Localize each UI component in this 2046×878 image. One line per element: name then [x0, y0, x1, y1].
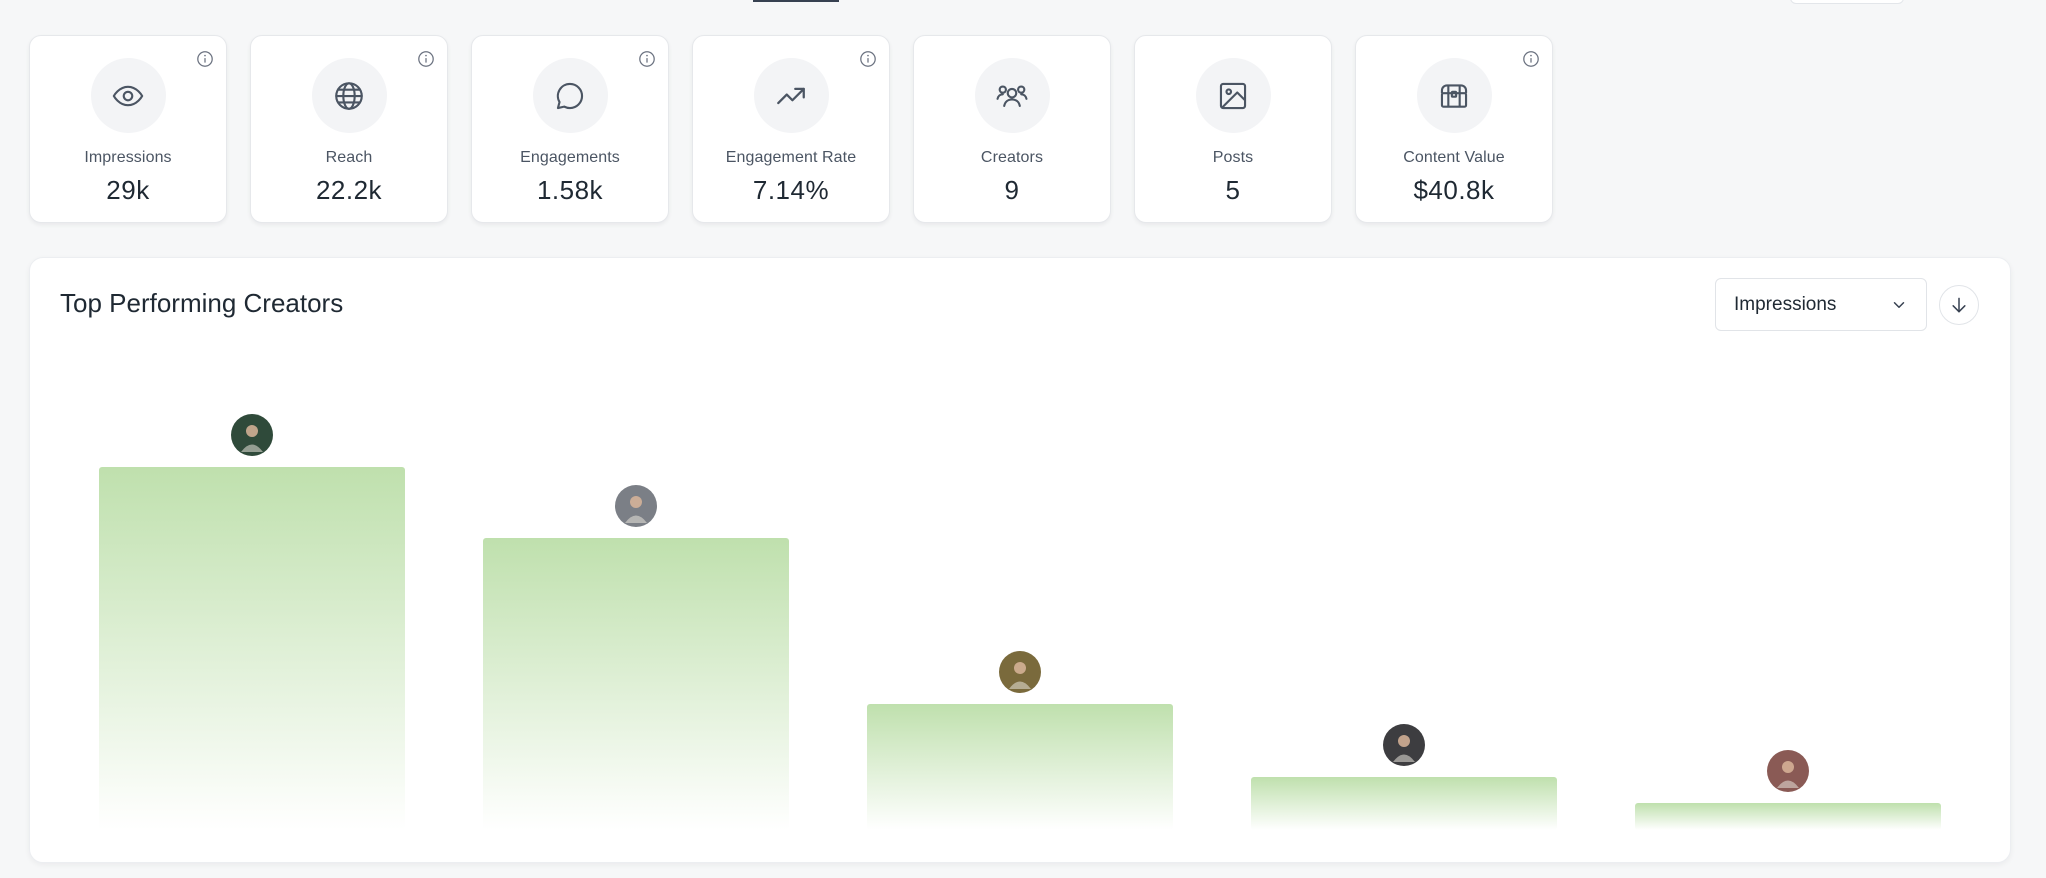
chevron-down-icon: [1893, 301, 1905, 308]
kpi-card-reach: Reach 22.2k: [250, 35, 448, 223]
creator-avatar[interactable]: [1383, 724, 1425, 766]
eye-icon: [90, 58, 166, 133]
trending-up-icon: [753, 58, 829, 133]
globe-icon: [311, 58, 387, 133]
kpi-label: Creators: [980, 149, 1044, 166]
info-icon[interactable]: [417, 50, 435, 68]
kpi-label: Engagement Rate: [725, 149, 857, 166]
creator-avatar[interactable]: [1767, 750, 1809, 792]
users-icon: [974, 58, 1050, 133]
creator-bar[interactable]: [99, 467, 405, 830]
creator-avatar[interactable]: [999, 651, 1041, 693]
kpi-row: Impressions 29k Reach 22.2k Engagements …: [29, 35, 1553, 223]
creator-bar[interactable]: [483, 538, 789, 830]
creator-bar[interactable]: [867, 704, 1173, 830]
panel-title: Top Performing Creators: [60, 288, 344, 318]
kpi-card-engagements: Engagements 1.58k: [471, 35, 669, 223]
kpi-card-posts: Posts 5: [1134, 35, 1332, 223]
kpi-label: Engagements: [520, 149, 620, 166]
kpi-value: 22.2k: [315, 175, 383, 205]
image-icon: [1195, 58, 1271, 133]
info-icon[interactable]: [196, 50, 214, 68]
kpi-label: Posts: [1212, 149, 1254, 166]
kpi-value: 5: [1225, 175, 1241, 205]
active-tab-indicator: [753, 0, 839, 2]
metric-select[interactable]: Impressions: [1715, 278, 1927, 331]
treasure-chest-icon: [1416, 58, 1492, 133]
info-icon[interactable]: [859, 50, 877, 68]
metric-select-value: Impressions: [1734, 293, 1837, 315]
kpi-card-creators: Creators 9: [913, 35, 1111, 223]
kpi-label: Reach: [325, 149, 373, 166]
info-icon[interactable]: [1522, 50, 1540, 68]
kpi-card-engagement-rate: Engagement Rate 7.14%: [692, 35, 890, 223]
creator-bar[interactable]: [1635, 803, 1941, 830]
creator-avatar[interactable]: [231, 414, 273, 456]
top-creators-panel: Top Performing Creators Impressions: [29, 257, 2011, 863]
creator-bar[interactable]: [1251, 777, 1557, 830]
kpi-label: Impressions: [84, 149, 172, 166]
kpi-value: 29k: [106, 175, 150, 205]
kpi-label: Content Value: [1403, 149, 1505, 166]
kpi-value: 9: [1004, 175, 1020, 205]
kpi-value: 7.14%: [752, 175, 830, 205]
arrow-down-icon: [1952, 297, 1966, 313]
download-button[interactable]: [1939, 285, 1979, 325]
info-icon[interactable]: [638, 50, 656, 68]
message-circle-icon: [532, 58, 608, 133]
kpi-value: 1.58k: [536, 175, 604, 205]
kpi-card-impressions: Impressions 29k: [29, 35, 227, 223]
creators-bar-chart: [99, 414, 1941, 830]
creator-avatar[interactable]: [615, 485, 657, 527]
top-right-control-edge: [1790, 0, 1904, 4]
kpi-card-content-value: Content Value $40.8k: [1355, 35, 1553, 223]
kpi-value: $40.8k: [1413, 175, 1495, 205]
